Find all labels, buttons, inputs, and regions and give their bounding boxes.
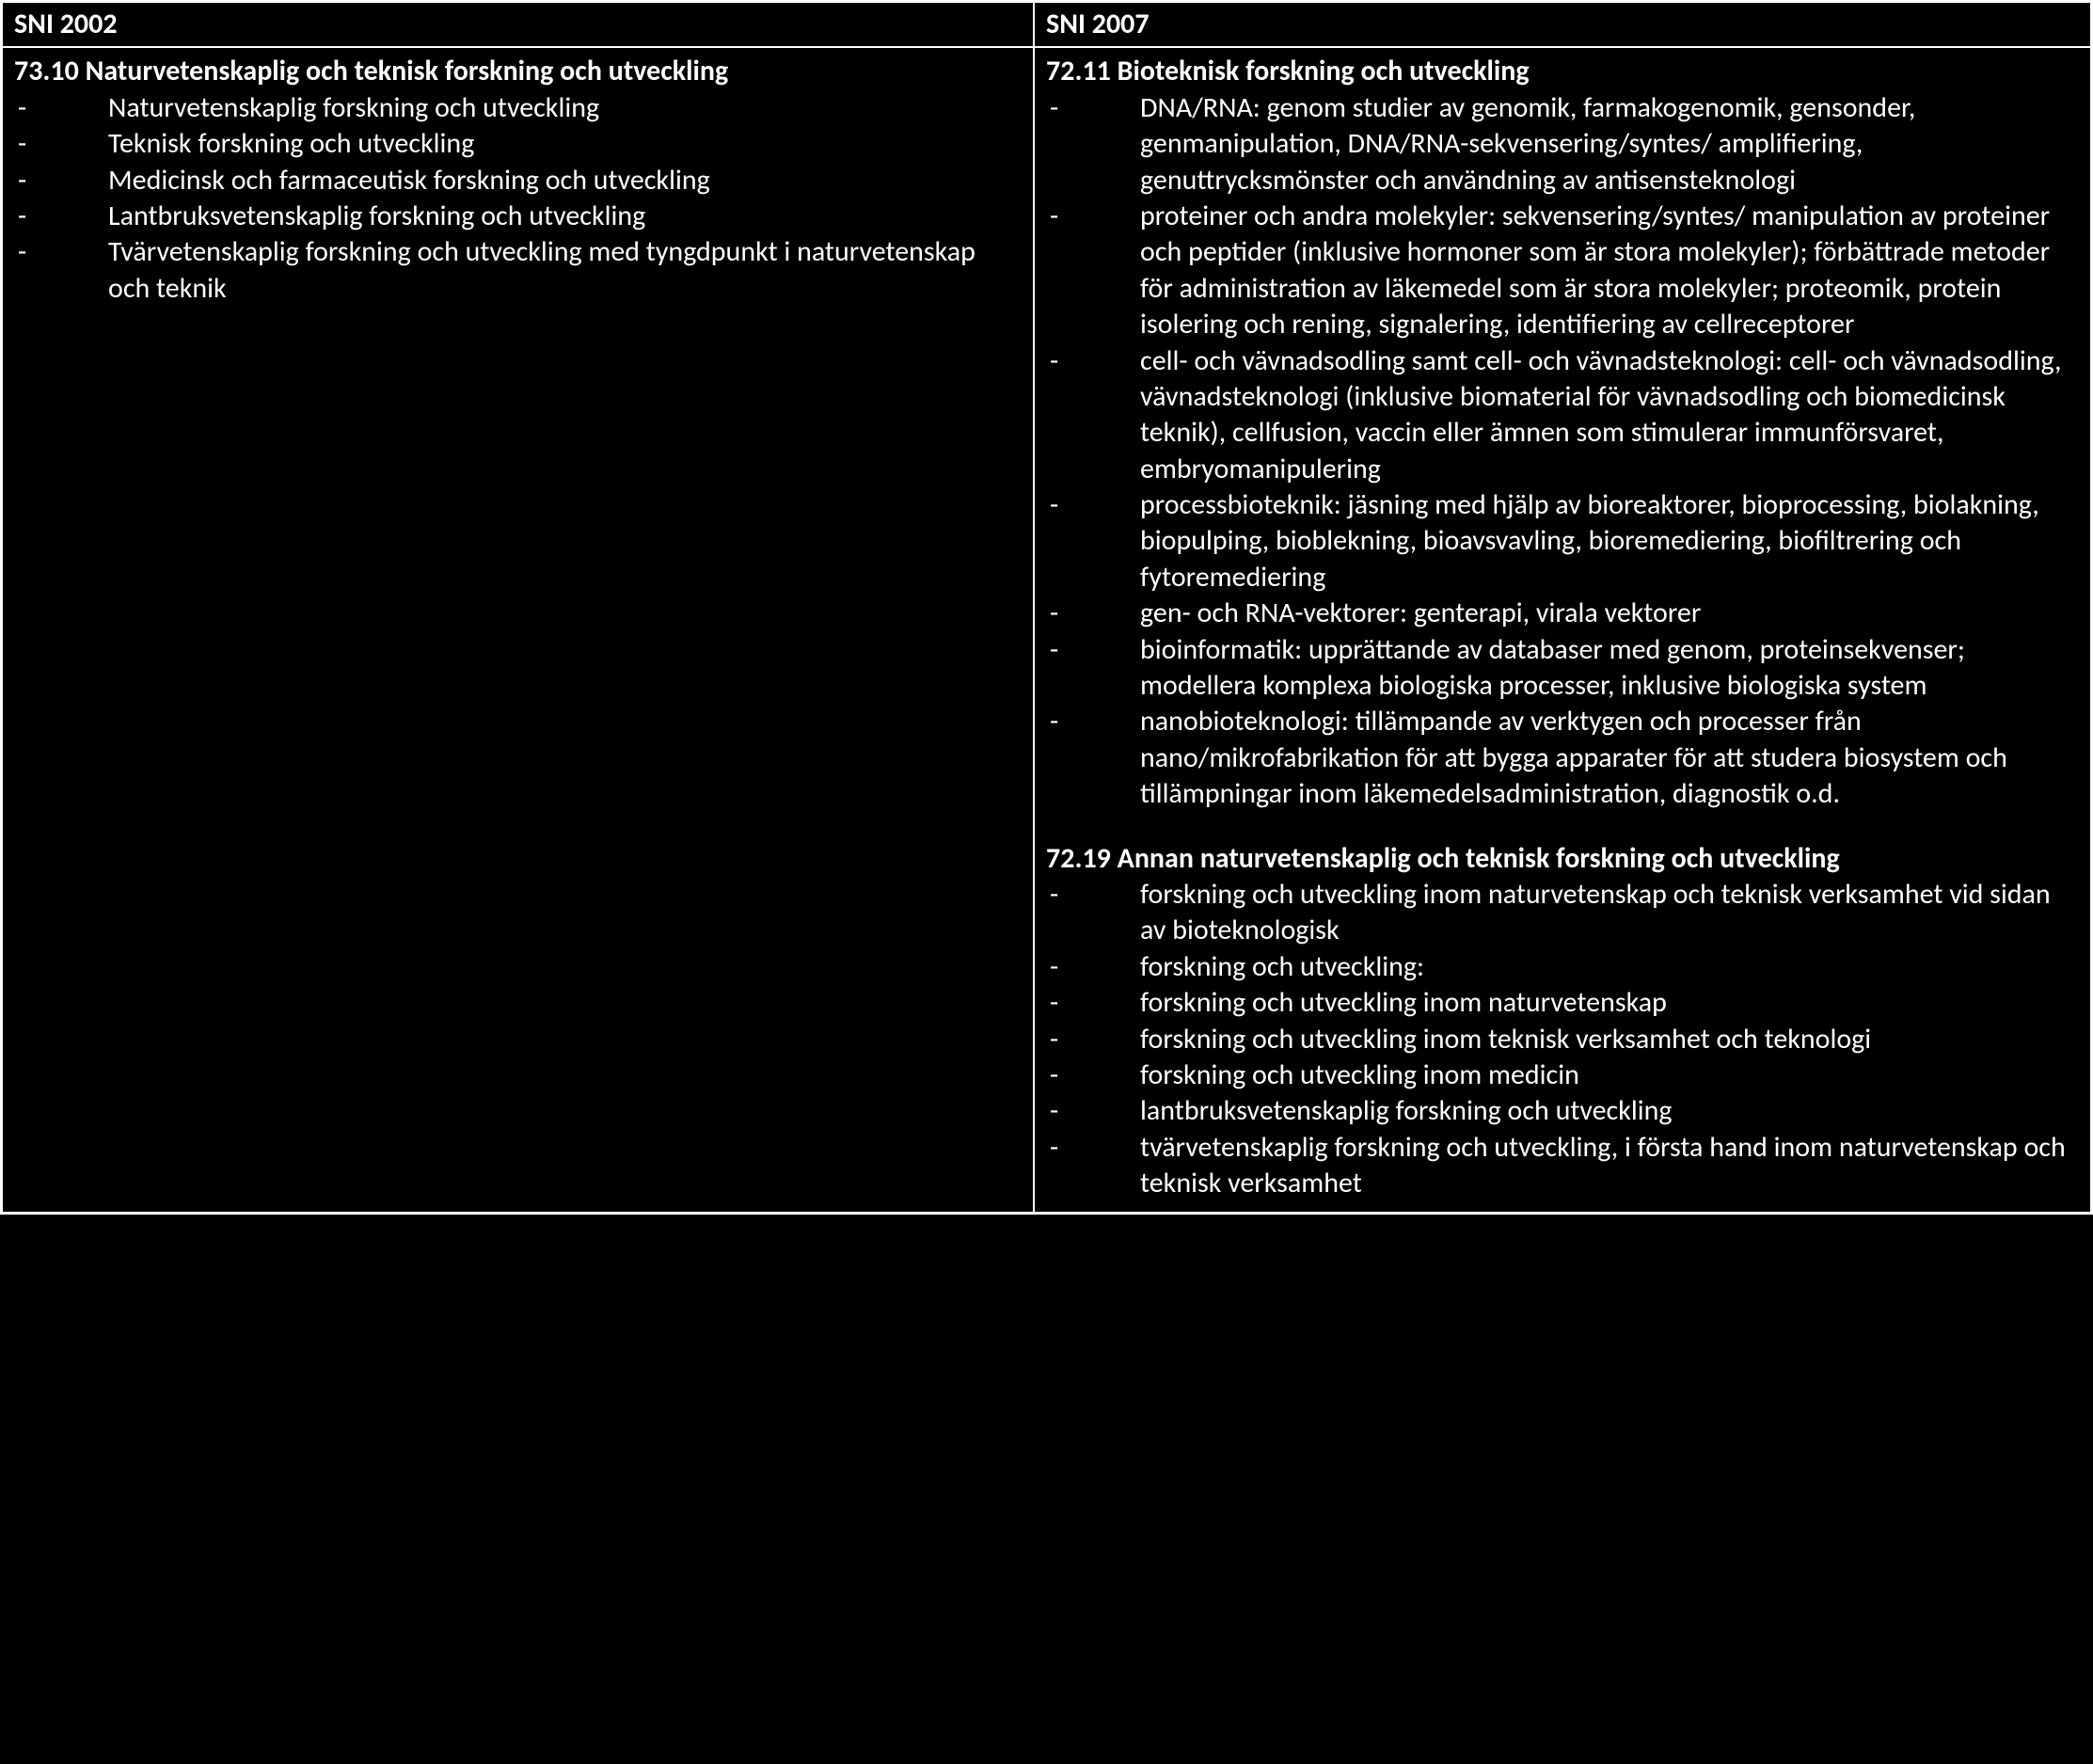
item-text: bioinformatik: upprättande av databaser … (1140, 632, 2079, 705)
left-section1-title: 73.10 Naturvetenskaplig och teknisk fors… (14, 54, 1022, 89)
right-section2-title: 72.19 Annan naturvetenskaplig och teknis… (1046, 841, 2079, 877)
dash-icon: - (1046, 1093, 1140, 1129)
item-text: tvärvetenskaplig forskning och utvecklin… (1140, 1130, 2079, 1202)
list-item: -gen- och RNA-vektorer: genterapi, viral… (1046, 596, 2079, 631)
header-left: SNI 2002 (3, 3, 1035, 46)
list-item: -nanobioteknologi: tillämpande av verkty… (1046, 704, 2079, 812)
dash-icon: - (1046, 704, 1140, 739)
dash-icon: - (1046, 487, 1140, 523)
dash-icon: - (14, 126, 108, 162)
item-text: proteiner och andra molekyler: sekvenser… (1140, 199, 2079, 343)
item-text: forskning och utveckling inom naturveten… (1140, 985, 2079, 1021)
section-spacer (1046, 813, 2079, 841)
item-text: lantbruksvetenskaplig forskning och utve… (1140, 1093, 2079, 1129)
item-text: DNA/RNA: genom studier av genomik, farma… (1140, 90, 2079, 199)
body-right-cell: 72.11 Bioteknisk forskning och utvecklin… (1035, 48, 2090, 1211)
list-item: -Tvärvetenskaplig forskning och utveckli… (14, 234, 1022, 307)
item-text: nanobioteknologi: tillämpande av verktyg… (1140, 704, 2079, 812)
item-text: Lantbruksvetenskaplig forskning och utve… (108, 199, 1022, 234)
dash-icon: - (14, 163, 108, 199)
item-text: forskning och utveckling inom teknisk ve… (1140, 1022, 2079, 1057)
dash-icon: - (1046, 199, 1140, 234)
list-item: -tvärvetenskaplig forskning och utveckli… (1046, 1130, 2079, 1202)
dash-icon: - (1046, 90, 1140, 126)
list-item: -forskning och utveckling inom teknisk v… (1046, 1022, 2079, 1057)
list-item: -Medicinsk och farmaceutisk forskning oc… (14, 163, 1022, 199)
dash-icon: - (1046, 1130, 1140, 1166)
list-item: -bioinformatik: upprättande av databaser… (1046, 632, 2079, 705)
dash-icon: - (1046, 877, 1140, 913)
item-text: forskning och utveckling inom naturveten… (1140, 877, 2079, 949)
list-item: -DNA/RNA: genom studier av genomik, farm… (1046, 90, 2079, 199)
item-text: cell- och vävnadsodling samt cell- och v… (1140, 343, 2079, 488)
dash-icon: - (1046, 1022, 1140, 1057)
list-item: -cell- och vävnadsodling samt cell- och … (1046, 343, 2079, 488)
right-section1-title: 72.11 Bioteknisk forskning och utvecklin… (1046, 54, 2079, 89)
item-text: Teknisk forskning och utveckling (108, 126, 1022, 162)
dash-icon: - (14, 199, 108, 234)
table-body-row: 73.10 Naturvetenskaplig och teknisk fors… (3, 48, 2090, 1211)
list-item: -forskning och utveckling: (1046, 949, 2079, 985)
list-item: -processbioteknik: jäsning med hjälp av … (1046, 487, 2079, 596)
dash-icon: - (1046, 985, 1140, 1021)
dash-icon: - (14, 234, 108, 270)
dash-icon: - (1046, 596, 1140, 631)
item-text: forskning och utveckling: (1140, 949, 2079, 985)
list-item: -Lantbruksvetenskaplig forskning och utv… (14, 199, 1022, 234)
header-right: SNI 2007 (1035, 3, 2090, 46)
dash-icon: - (1046, 343, 1140, 379)
item-text: Tvärvetenskaplig forskning och utvecklin… (108, 234, 1022, 307)
body-left-cell: 73.10 Naturvetenskaplig och teknisk fors… (3, 48, 1035, 1211)
item-text: Medicinsk och farmaceutisk forskning och… (108, 163, 1022, 199)
list-item: -proteiner och andra molekyler: sekvense… (1046, 199, 2079, 343)
dash-icon: - (14, 90, 108, 126)
comparison-table: SNI 2002 SNI 2007 73.10 Naturvetenskapli… (0, 0, 2093, 1215)
dash-icon: - (1046, 1057, 1140, 1093)
dash-icon: - (1046, 949, 1140, 985)
dash-icon: - (1046, 632, 1140, 668)
list-item: -forskning och utveckling inom medicin (1046, 1057, 2079, 1093)
table-header-row: SNI 2002 SNI 2007 (3, 3, 2090, 48)
list-item: -forskning och utveckling inom naturvete… (1046, 985, 2079, 1021)
item-text: processbioteknik: jäsning med hjälp av b… (1140, 487, 2079, 596)
item-text: gen- och RNA-vektorer: genterapi, virala… (1140, 596, 2079, 631)
list-item: -Teknisk forskning och utveckling (14, 126, 1022, 162)
list-item: -forskning och utveckling inom naturvete… (1046, 877, 2079, 949)
list-item: -Naturvetenskaplig forskning och utveckl… (14, 90, 1022, 126)
item-text: Naturvetenskaplig forskning och utveckli… (108, 90, 1022, 126)
item-text: forskning och utveckling inom medicin (1140, 1057, 2079, 1093)
list-item: -lantbruksvetenskaplig forskning och utv… (1046, 1093, 2079, 1129)
